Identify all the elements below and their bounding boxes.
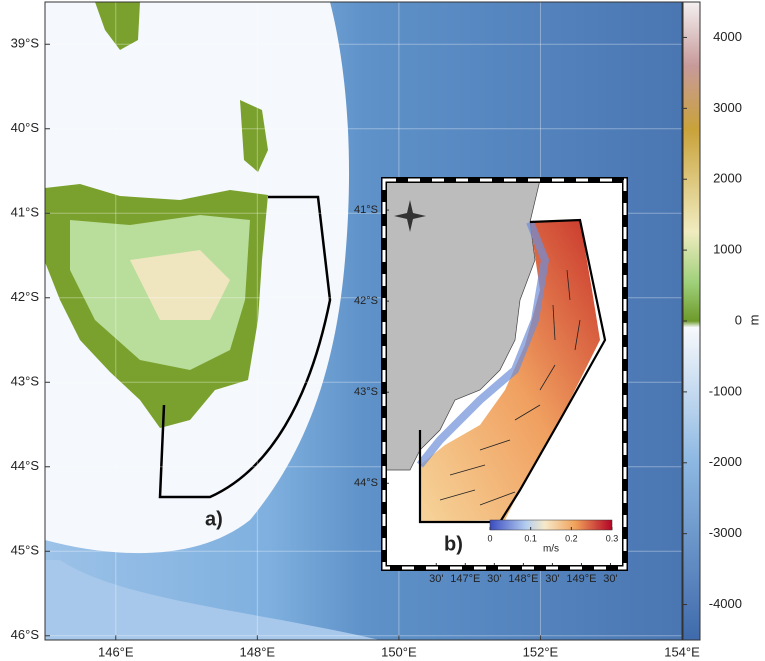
colorbar-tick-label: 2000: [713, 171, 742, 186]
panel-label: a): [205, 508, 223, 530]
colorbar-tick-label: 3000: [713, 100, 742, 115]
x-tick-label: 152°E: [523, 644, 559, 659]
current-field: [420, 220, 600, 522]
x-tick-label: 150°E: [381, 644, 417, 659]
arrow: [552, 304, 556, 341]
x-tick-label: 148°E: [508, 573, 538, 585]
inset-colorbar-tick-label: 0.3: [606, 533, 619, 543]
y-tick-label: 46°S: [11, 627, 40, 642]
x-tick-label: 147°E: [450, 573, 480, 585]
inset-map: m/s 30' 147°E 30' 148°E 30' 149°E 30' 41°S 42°S 4…: [354, 177, 628, 585]
y-tick-label: 40°S: [11, 120, 40, 135]
colorbar-label: m: [746, 315, 761, 326]
flinders-island: [240, 100, 268, 172]
king-island: [95, 2, 140, 50]
colorbar-tick-label: -3000: [709, 525, 742, 540]
arrow: [574, 319, 581, 351]
y-tick-label: 43°S: [11, 374, 40, 389]
coastal-low: [416, 220, 550, 468]
x-tick-label: 30': [603, 573, 617, 585]
y-tick-label: 39°S: [11, 36, 40, 51]
colorbar-tick-label: 4000: [713, 29, 742, 44]
inset-colorbar: [489, 519, 613, 531]
x-tick-label: 30': [545, 573, 559, 585]
inset-panel-label: b): [444, 533, 463, 555]
compass: [394, 200, 426, 232]
study-area: [158, 195, 332, 499]
colorbar-tick-label: -2000: [709, 454, 742, 469]
y-tick-label: 44°S: [11, 458, 40, 473]
velocity-arrows: [439, 269, 581, 506]
arrow: [479, 491, 516, 506]
colorbar-tick-label: 0: [735, 312, 742, 327]
arrow: [566, 269, 571, 301]
deep-sea: [45, 560, 380, 640]
inset-study-area: [418, 218, 607, 524]
x-tick-label: 149°E: [566, 573, 596, 585]
x-tick-label: 30': [487, 573, 501, 585]
x-tick-label: 146°E: [98, 644, 134, 659]
arrow: [539, 364, 556, 391]
y-tick-label: 42°S: [11, 289, 40, 304]
inset-frame-dash: [382, 178, 627, 570]
y-tick-label: 44°S: [354, 477, 378, 489]
inset-colorbar-tick-label: 0.2: [565, 533, 578, 543]
compass-rose: [394, 200, 426, 232]
y-tick-label: 45°S: [11, 543, 40, 558]
arrow: [514, 404, 541, 421]
arrow: [449, 464, 486, 476]
colorbar-tick-label: 1000: [713, 242, 742, 257]
colorbar-tick-label: -1000: [709, 383, 742, 398]
x-tick-label: 148°E: [240, 644, 276, 659]
x-tick-label: 30': [429, 573, 443, 585]
inset-colorbar-label: m/s: [543, 544, 559, 555]
y-tick-label: 41°S: [11, 205, 40, 220]
y-tick-label: 41°S: [354, 204, 378, 216]
arrow: [439, 489, 476, 501]
y-tick-label: 43°S: [354, 386, 378, 398]
y-tick-label: 42°S: [354, 295, 378, 307]
inset-colorbar-tick-label: 0: [487, 533, 492, 543]
plateau: [130, 250, 230, 320]
x-tick-label: 154°E: [664, 644, 700, 659]
arrow: [479, 439, 511, 451]
map-frame: [44, 1, 683, 641]
colorbar-tick-label: -4000: [709, 596, 742, 611]
inset-colorbar-tick-label: 0.1: [524, 533, 537, 543]
